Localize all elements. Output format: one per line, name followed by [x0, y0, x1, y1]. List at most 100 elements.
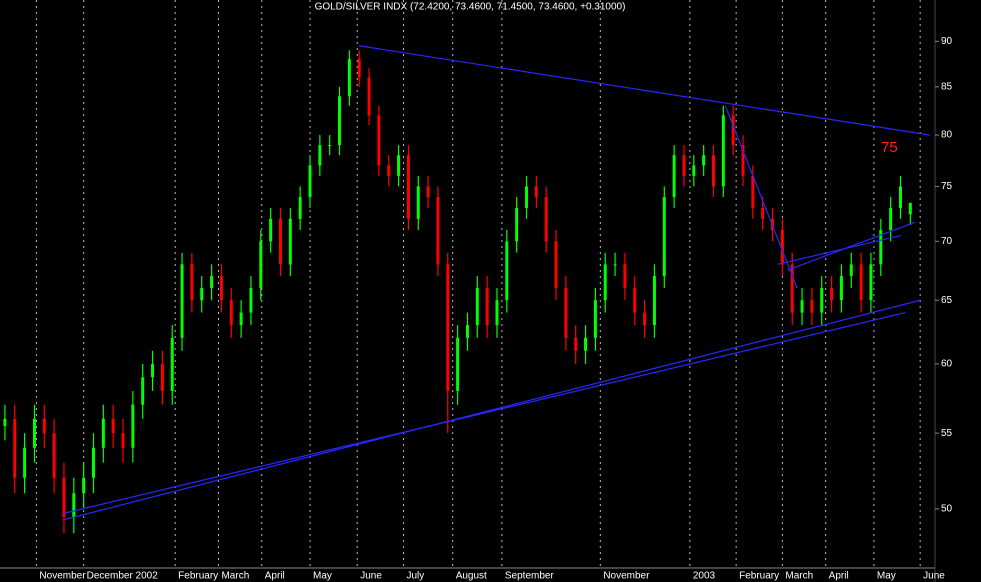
candle-body	[830, 288, 834, 301]
x-tick-label: November	[39, 571, 86, 582]
candle-body	[308, 165, 312, 198]
candle-body	[229, 300, 233, 326]
candle-body	[574, 337, 578, 351]
candle-body	[141, 377, 145, 405]
candle-body	[249, 288, 253, 313]
x-tick-label: May	[313, 571, 332, 582]
trend-line	[61, 299, 921, 521]
candle-body	[643, 312, 647, 326]
candle-body	[879, 229, 883, 265]
candle-body	[869, 264, 873, 301]
candle-body	[800, 300, 804, 313]
candle-body	[180, 264, 184, 338]
trend-line	[359, 45, 931, 136]
candle-body	[91, 447, 95, 478]
candle-body	[908, 202, 912, 215]
candle-body	[515, 207, 519, 242]
x-tick-label: April	[829, 571, 849, 582]
candle-body	[446, 264, 450, 391]
trend-line	[61, 311, 906, 515]
candle-body	[377, 115, 381, 166]
candle-body	[367, 77, 371, 116]
chart-title: GOLD/SILVER INDX (72.4200, 73.4600, 71.4…	[315, 2, 626, 13]
candle-body	[23, 447, 27, 478]
candle-body	[889, 207, 893, 230]
candle-body	[692, 165, 696, 176]
candle-body	[702, 155, 706, 166]
candle-body	[711, 155, 715, 187]
candle-body	[682, 155, 686, 176]
candle-body	[554, 241, 558, 289]
y-tick-label: 65	[941, 295, 953, 306]
x-tick-label: September	[505, 571, 555, 582]
candle-body	[111, 418, 115, 434]
y-tick-label: 85	[941, 81, 953, 92]
candle-body	[357, 59, 361, 78]
candle-body	[338, 96, 342, 146]
x-tick-label: December 2002	[87, 571, 159, 582]
candle-body	[534, 186, 538, 198]
candle-body	[269, 218, 273, 242]
candle-body	[406, 155, 410, 219]
candle-body	[298, 197, 302, 219]
candle-body	[633, 288, 637, 313]
candle-body	[544, 197, 548, 242]
trend-line	[724, 105, 798, 289]
candle-body	[662, 197, 666, 277]
trend-line	[787, 221, 916, 271]
candle-body	[426, 186, 430, 198]
candle-body	[761, 207, 765, 219]
candle-body	[898, 186, 902, 208]
candle-body	[525, 186, 529, 208]
candle-body	[210, 276, 214, 289]
annotation: 75	[881, 139, 898, 156]
candle-body	[613, 264, 617, 266]
candle-body	[721, 115, 725, 187]
candle-body	[839, 276, 843, 301]
candle-body	[259, 241, 263, 289]
candle-body	[219, 276, 223, 301]
candle-body	[62, 477, 66, 517]
x-tick-label: February	[739, 571, 779, 582]
y-tick-label: 80	[941, 130, 953, 141]
y-tick-label: 70	[941, 236, 953, 247]
candle-body	[387, 165, 391, 176]
candle-body	[52, 433, 56, 478]
y-tick-label: 60	[941, 359, 953, 370]
y-tick-label: 90	[941, 36, 953, 47]
x-tick-label: August	[456, 571, 487, 582]
y-tick-label: 50	[941, 504, 953, 515]
x-tick-label: April	[265, 571, 285, 582]
candle-body	[278, 218, 282, 265]
candle-body	[151, 363, 155, 378]
candle-body	[436, 197, 440, 265]
candle-body	[465, 325, 469, 338]
candle-body	[820, 288, 824, 313]
candle-body	[672, 155, 676, 198]
x-tick-label: March	[221, 571, 249, 582]
candle-body	[121, 433, 125, 448]
candle-body	[652, 276, 656, 326]
candle-body	[780, 229, 784, 265]
candle-body	[505, 241, 509, 301]
candle-body	[584, 337, 588, 351]
x-tick-label: 2003	[693, 571, 716, 582]
candle-body	[790, 264, 794, 313]
candle-body	[318, 145, 322, 166]
x-tick-label: May	[877, 571, 896, 582]
candle-body	[456, 337, 460, 391]
candle-body	[101, 418, 105, 448]
candle-body	[859, 264, 863, 301]
x-tick-label: July	[406, 571, 424, 582]
candle-body	[475, 288, 479, 326]
candle-body	[741, 145, 745, 176]
candle-body	[495, 300, 499, 326]
x-tick-label: November	[603, 571, 650, 582]
candle-body	[810, 300, 814, 313]
candle-body	[3, 418, 7, 426]
candle-body	[160, 363, 164, 391]
candle-body	[42, 418, 46, 434]
y-tick-label: 75	[941, 181, 953, 192]
candle-body	[288, 218, 292, 265]
